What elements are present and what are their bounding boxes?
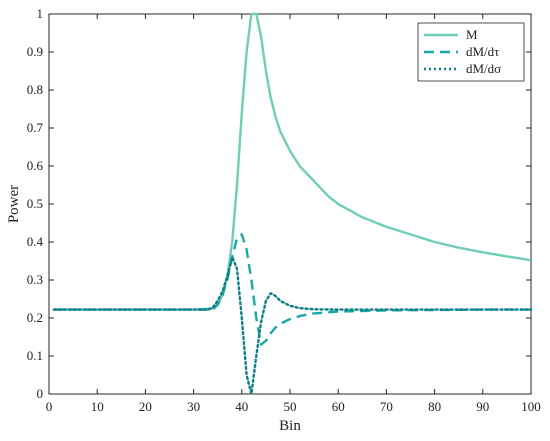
y-tick-label: 0.5 (27, 196, 43, 211)
y-tick-label: 0.1 (27, 348, 43, 363)
x-tick-label: 30 (187, 399, 200, 414)
legend-label: M (466, 27, 478, 42)
y-tick-label: 0.8 (27, 82, 43, 97)
y-axis-title: Power (6, 185, 22, 223)
x-tick-label: 20 (139, 399, 152, 414)
x-tick-label: 90 (476, 399, 489, 414)
x-tick-label: 70 (380, 399, 393, 414)
x-tick-label: 80 (428, 399, 441, 414)
series-line-2 (53, 233, 531, 346)
x-tick-label: 10 (91, 399, 104, 414)
y-tick-label: 0.3 (27, 272, 43, 287)
legend: MdM/dτ dM/dσ (417, 22, 525, 82)
legend-label: dM/dσ (466, 61, 501, 76)
series-layer (52, 12, 533, 396)
x-tick-label: 50 (284, 399, 297, 414)
x-tick-label: 0 (46, 399, 53, 414)
y-tick-label: 0.6 (27, 158, 44, 173)
y-tick-label: 0.7 (27, 120, 44, 135)
y-tick-label: 0.2 (27, 310, 43, 325)
x-axis-title: Bin (279, 418, 301, 434)
legend-label: dM/dτ (466, 44, 499, 59)
legend-box (417, 22, 525, 82)
y-tick-label: 0.9 (27, 44, 43, 59)
y-tick-label: 0.4 (27, 234, 44, 249)
y-tick-label: 1 (37, 6, 44, 21)
x-tick-label: 60 (332, 399, 345, 414)
series-line-3 (52, 256, 533, 396)
axes-layer: 0 10 20 30 40 50 60 70 80 90 100 0 0.1 0.2 0.3 0.4 0.5 0.… (27, 6, 541, 414)
x-tick-label: 100 (521, 399, 541, 414)
x-tick-label: 40 (235, 399, 248, 414)
y-tick-label: 0 (37, 386, 44, 401)
